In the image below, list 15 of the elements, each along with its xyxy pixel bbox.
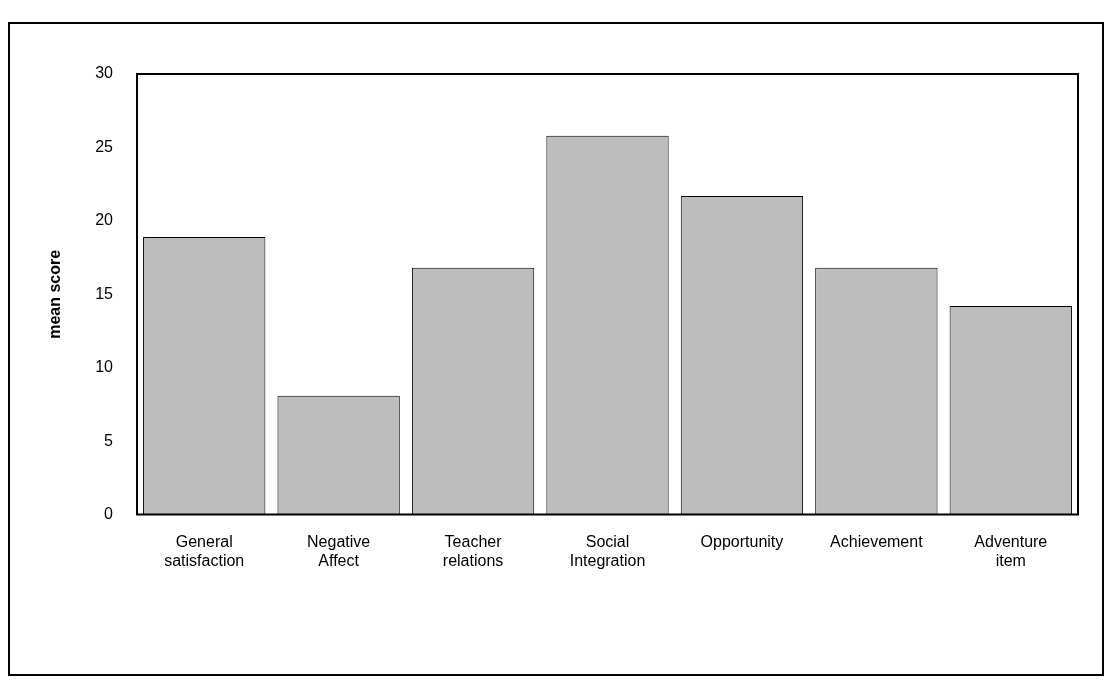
y-axis-title: mean score [46,249,64,339]
y-tick-label: 30 [95,64,114,82]
x-tick-label: Negative Affect [307,532,371,569]
x-tick-label: Achievement [830,532,924,550]
x-tick-label: Teacher relations [442,532,504,569]
y-tick-label: 20 [95,211,114,229]
x-tick-label: Social Integration [569,532,646,569]
y-tick-label: 0 [104,505,114,523]
y-tick-label: 25 [95,137,114,155]
x-tick-label: Opportunity [700,532,784,550]
x-tick-label: Adventure item [974,532,1048,569]
y-tick-label: 10 [95,358,114,376]
y-tick-label: 15 [95,284,114,302]
x-tick-label: General satisfaction [164,532,245,569]
y-tick-label: 5 [104,431,114,449]
